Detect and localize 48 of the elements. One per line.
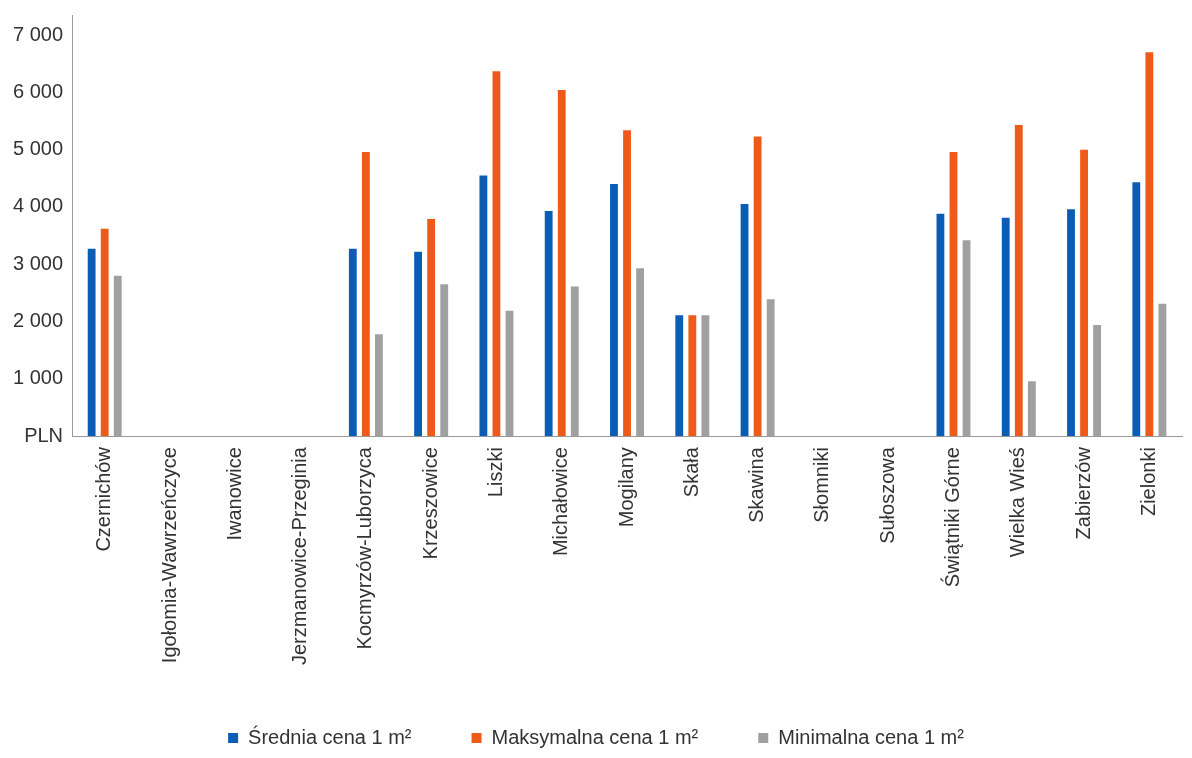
legend-label: Minimalna cena 1 m² — [778, 725, 965, 748]
x-tick-label: Mogilany — [614, 447, 637, 528]
y-tick-label: 3 000 — [12, 251, 64, 274]
bar — [1145, 52, 1154, 437]
x-tick-label: Skawina — [745, 446, 768, 523]
x-tick-label: Kocmyrzów-Luborzyca — [353, 446, 376, 650]
bar — [1067, 209, 1075, 437]
bar — [414, 251, 423, 437]
y-tick-label: 5 000 — [12, 137, 64, 160]
x-tick-label: Wielka Wieś — [1006, 447, 1029, 558]
bar — [100, 228, 109, 437]
legend-label: Maksymalna cena 1 m² — [491, 725, 699, 748]
y-tick-label: 7 000 — [12, 22, 64, 45]
y-tick-label: 2 000 — [12, 309, 64, 332]
x-tick-label: Słomniki — [810, 447, 833, 523]
x-tick-label: Igołomia-Wawrzeńczyce — [157, 447, 180, 664]
bar — [753, 136, 762, 437]
x-tick-label: Świątniki Górne — [940, 447, 963, 588]
x-tick-label: Skała — [679, 446, 702, 498]
bar — [688, 315, 697, 437]
bar — [1014, 125, 1023, 437]
x-tick-label: Liszki — [483, 447, 506, 498]
y-tick-label: 6 000 — [12, 79, 64, 102]
legend-label: Średnia cena 1 m² — [248, 724, 412, 748]
bar — [610, 184, 618, 437]
bar — [1080, 149, 1088, 437]
x-tick-label: Krzeszowice — [418, 447, 441, 560]
bar — [479, 175, 488, 437]
x-tick-label: Michałowice — [549, 447, 572, 557]
bar — [1001, 217, 1010, 437]
x-tick-label: Zielonki — [1136, 447, 1159, 517]
bar — [87, 248, 96, 437]
bar — [1132, 182, 1141, 437]
bar — [675, 315, 684, 437]
x-tick-label: Iwanowice — [222, 447, 245, 541]
bar — [348, 248, 357, 437]
y-tick-label: PLN — [24, 423, 64, 446]
x-tick-label: Sułoszowa — [875, 446, 898, 544]
bar — [623, 130, 631, 437]
x-tick-label: Czernichów — [92, 446, 115, 552]
bar — [544, 210, 553, 437]
bar — [427, 218, 436, 437]
bar — [361, 151, 370, 437]
y-tick-label: 4 000 — [12, 194, 64, 217]
x-tick-label: Jerzmanowice-Przeginia — [288, 446, 311, 666]
x-tick-label: Zabierzów — [1071, 446, 1094, 540]
bar — [557, 90, 566, 437]
y-tick-label: 1 000 — [12, 366, 64, 389]
